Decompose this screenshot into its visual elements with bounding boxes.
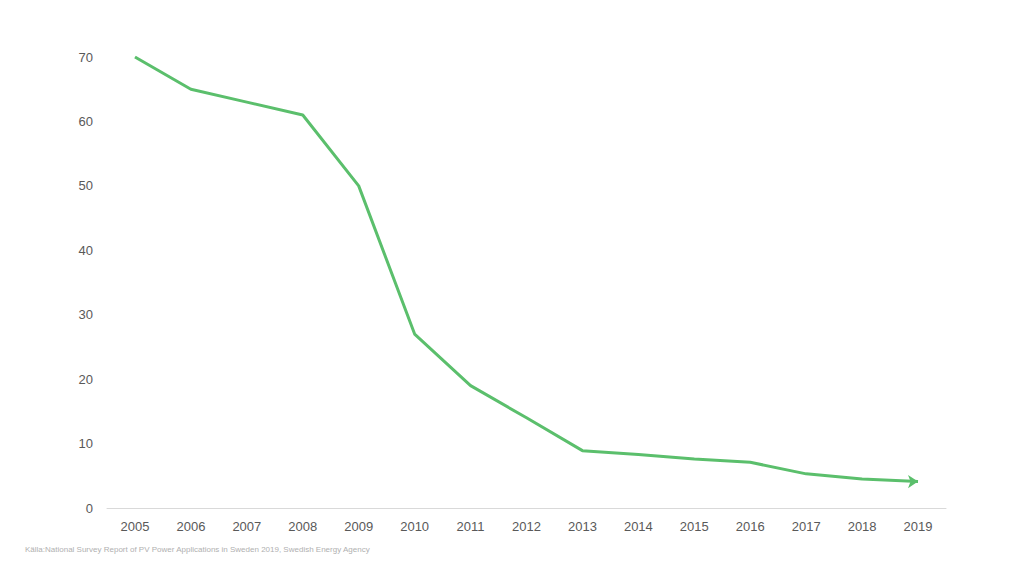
svg-text:2019: 2019: [904, 519, 933, 534]
svg-text:2007: 2007: [232, 519, 261, 534]
svg-text:60: 60: [79, 114, 93, 129]
svg-text:2010: 2010: [400, 519, 429, 534]
svg-text:2005: 2005: [121, 519, 150, 534]
svg-text:2017: 2017: [792, 519, 821, 534]
svg-text:2008: 2008: [288, 519, 317, 534]
svg-text:50: 50: [79, 178, 93, 193]
svg-text:Källa:National Survey Report o: Källa:National Survey Report of PV Power…: [25, 545, 370, 554]
svg-text:2013: 2013: [568, 519, 597, 534]
svg-text:40: 40: [79, 243, 93, 258]
svg-text:2011: 2011: [457, 519, 485, 534]
svg-text:2018: 2018: [848, 519, 877, 534]
svg-text:2015: 2015: [680, 519, 709, 534]
svg-text:2009: 2009: [344, 519, 373, 534]
svg-text:20: 20: [79, 372, 93, 387]
svg-text:2012: 2012: [512, 519, 541, 534]
svg-text:30: 30: [79, 307, 93, 322]
svg-text:10: 10: [79, 436, 93, 451]
svg-text:2016: 2016: [736, 519, 765, 534]
svg-text:2006: 2006: [176, 519, 205, 534]
svg-text:70: 70: [79, 50, 93, 65]
svg-text:2014: 2014: [624, 519, 653, 534]
svg-text:0: 0: [86, 501, 93, 516]
